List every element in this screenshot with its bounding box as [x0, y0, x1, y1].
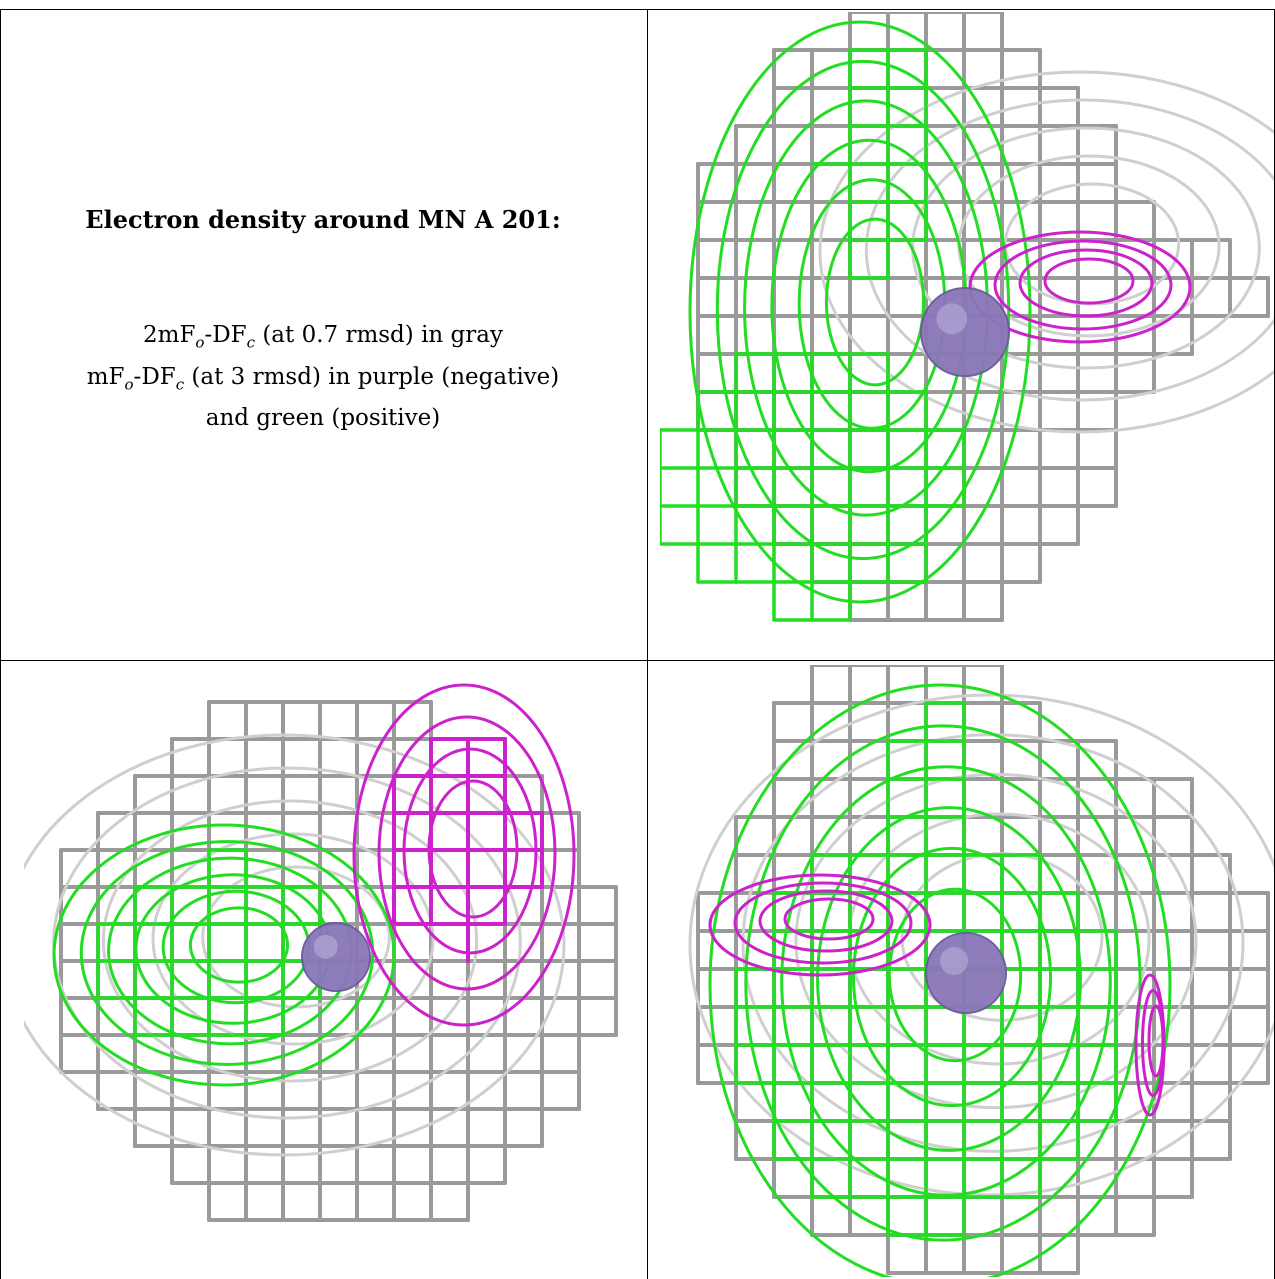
- density-panel-top-right: [660, 12, 1274, 648]
- legend-line-green: and green (positive): [205, 405, 441, 432]
- border-left: [0, 9, 1, 1279]
- contour-line: [993, 239, 1173, 331]
- gray-contours: [688, 693, 1274, 1197]
- contour-line: [733, 881, 913, 965]
- caption-title: Electron density around MN A 201:: [85, 205, 561, 234]
- gray-contours: [818, 70, 1274, 434]
- legend-subscript: c: [175, 375, 185, 394]
- density-mesh-view: [24, 683, 618, 1222]
- contour-line: [758, 889, 894, 953]
- mn-ion-highlight: [936, 303, 968, 335]
- legend-text: (at 3 rmsd) in purple (negative): [184, 363, 560, 390]
- contour-line: [851, 846, 1053, 1108]
- density-panel-bottom-right: [660, 665, 1274, 1277]
- contour-line: [783, 897, 875, 941]
- legend-text: mF: [86, 363, 125, 390]
- contour-line: [816, 806, 1082, 1152]
- contour-line: [52, 823, 396, 1087]
- contour-line: [352, 683, 576, 1027]
- mn-ion-highlight: [313, 934, 338, 959]
- border-top: [0, 9, 1275, 10]
- legend-text: -DF: [204, 322, 247, 348]
- contour-line: [427, 779, 519, 919]
- contour-line: [708, 873, 932, 977]
- purple-contours: [708, 873, 932, 977]
- contour-line: [780, 765, 1112, 1197]
- legend-text: (at 0.7 rmsd) in gray: [255, 322, 503, 348]
- legend-text: -DF: [133, 363, 176, 390]
- legend-subscript: c: [246, 333, 256, 352]
- contour-line: [1018, 248, 1154, 318]
- contour-line: [824, 217, 926, 387]
- contour-line: [818, 70, 1274, 434]
- legend-subscript: o: [124, 375, 134, 394]
- caption-cell: Electron density around MN A 201: 2mFo-D…: [0, 0, 646, 660]
- mn-ion-sphere: [301, 922, 371, 992]
- contour-line: [402, 747, 538, 955]
- contour-line: [968, 230, 1192, 344]
- contour-line: [864, 98, 1274, 402]
- caption-legend: 2mFo-DFc (at 0.7 rmsd) in gray mFo-DFc (…: [0, 318, 646, 435]
- purple-mesh: [392, 737, 544, 963]
- legend-line-2mfo: 2mFo-DFc (at 0.7 rmsd) in gray: [0, 318, 646, 360]
- purple-contours: [352, 683, 576, 1027]
- legend-subscript: o: [195, 333, 205, 352]
- contour-line: [794, 772, 1198, 1110]
- legend-text: 2mF: [143, 322, 196, 348]
- legend-line-mfo: mFo-DFc (at 3 rmsd) in purple (negative): [0, 360, 646, 402]
- contour-line: [1147, 1004, 1165, 1078]
- purple-contours: [968, 230, 1192, 344]
- contour-line: [1043, 257, 1135, 305]
- purple-contours: [1134, 973, 1166, 1117]
- contour-line: [688, 693, 1274, 1197]
- mn-ion-sphere: [925, 932, 1007, 1014]
- border-middle-vertical: [647, 9, 648, 1279]
- contour-line: [887, 887, 1023, 1063]
- contour-line: [708, 683, 1172, 1277]
- contour-line: [744, 724, 1142, 1242]
- density-panel-bottom-left: [24, 665, 636, 1277]
- density-mesh-view: [660, 12, 1274, 622]
- gray-contours: [24, 733, 566, 1157]
- contour-line: [377, 715, 557, 991]
- contour-line: [24, 733, 566, 1157]
- contour-line: [188, 906, 290, 984]
- green-contours: [708, 683, 1172, 1277]
- density-mesh-view: [688, 665, 1274, 1277]
- contour-line: [101, 799, 479, 1083]
- border-middle-horizontal: [0, 660, 1275, 661]
- mn-ion-sphere: [920, 287, 1010, 377]
- contour-line: [151, 832, 435, 1046]
- mn-ion-highlight: [940, 947, 968, 975]
- contour-line: [134, 873, 332, 1025]
- contour-line: [688, 20, 1032, 604]
